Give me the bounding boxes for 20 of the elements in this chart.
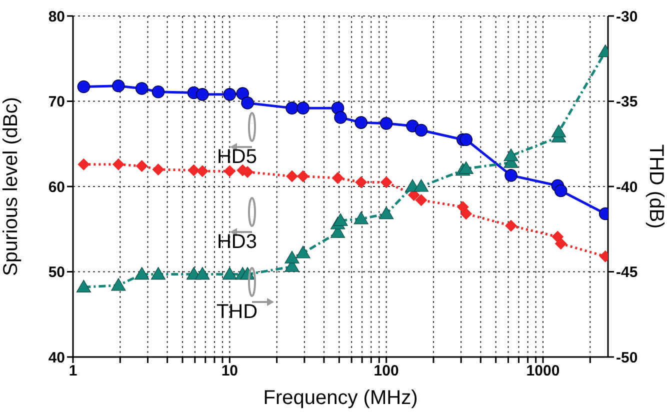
y-tick-label: 40 [48, 349, 65, 366]
x-tick-label: 10 [221, 362, 238, 380]
y-tick-label: 70 [48, 94, 65, 111]
y2-tick-label: -35 [616, 94, 638, 111]
y-tick-label: 60 [48, 178, 65, 196]
x-tick-label: 100 [374, 362, 399, 380]
y2-axis-title: THD (dB) [644, 144, 667, 229]
annotation: THD [216, 301, 258, 323]
annotation: HD3 [216, 231, 258, 253]
y2-tick-label: -30 [616, 8, 638, 26]
y-axis-title: Spurious level (dBc) [0, 97, 22, 276]
y2-tick-label: -40 [616, 178, 638, 196]
y2-tick-label: -50 [616, 349, 638, 366]
y2-tick-label: -45 [616, 264, 638, 282]
x-tick-label: 1000 [526, 362, 560, 380]
x-tick-label: 1 [68, 362, 78, 380]
y-tick-label: 80 [48, 8, 65, 26]
annotation: HD5 [216, 146, 258, 168]
x-axis-title: Frequency (MHz) [263, 387, 418, 409]
y-tick-label: 50 [48, 264, 65, 282]
